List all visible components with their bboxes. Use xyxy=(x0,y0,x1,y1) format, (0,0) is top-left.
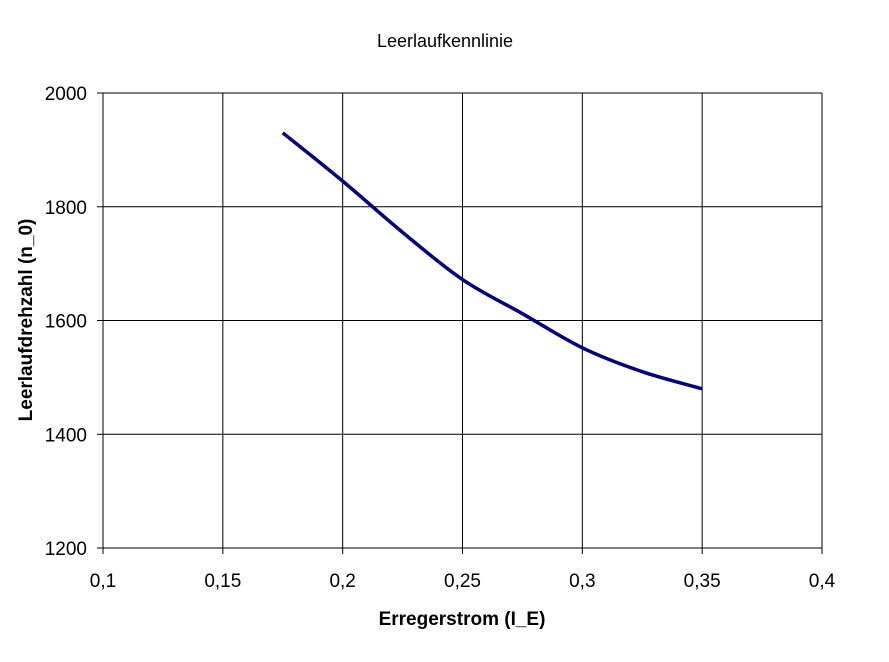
x-tick-label: 0,3 xyxy=(569,571,595,592)
x-tick-label: 0,35 xyxy=(684,571,721,592)
x-tick-label: 0,2 xyxy=(329,571,355,592)
y-tick-label: 1600 xyxy=(45,312,87,333)
chart-title: Leerlaufkennlinie xyxy=(377,31,513,51)
series-line xyxy=(281,131,703,391)
grid xyxy=(103,92,823,548)
y-tick-label: 1200 xyxy=(45,539,87,560)
y-tick-label: 2000 xyxy=(45,84,87,105)
y-axis-title: Leerlaufdrehzahl (n_0) xyxy=(16,219,37,422)
y-tick-label: 1400 xyxy=(45,425,87,446)
y-tick-label: 1800 xyxy=(45,198,87,219)
x-axis-title: Erregerstrom (I_E) xyxy=(379,609,546,630)
x-tick-label: 0,4 xyxy=(809,571,836,592)
axes xyxy=(97,92,823,554)
series-layer xyxy=(281,131,703,391)
x-tick-label: 0,1 xyxy=(90,571,116,592)
x-tick-label: 0,25 xyxy=(444,571,481,592)
x-tick-label: 0,15 xyxy=(204,571,241,592)
tick-labels: 0,1 0,15 0,2 0,25 0,3 0,35 0,4 1200 1400 1600 1800… xyxy=(45,84,836,592)
